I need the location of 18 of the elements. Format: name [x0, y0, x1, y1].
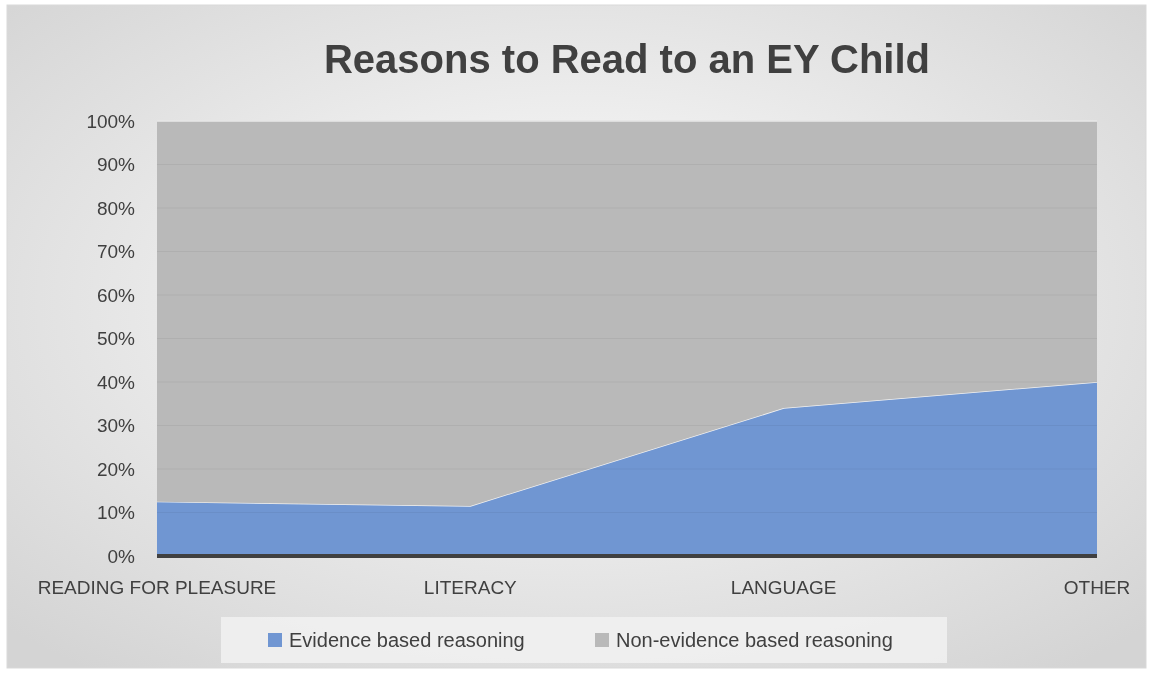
- y-tick-label: 10%: [96, 502, 136, 524]
- y-tick-label: 80%: [96, 197, 136, 219]
- y-tick-label: 100%: [86, 110, 136, 132]
- legend-label: Evidence based reasoning: [289, 629, 525, 651]
- y-tick-label: 20%: [96, 458, 136, 480]
- y-tick-label: 90%: [96, 154, 136, 176]
- x-tick-label: LANGUAGE: [730, 577, 837, 598]
- x-tick-label: LITERACY: [423, 577, 518, 598]
- legend-label: Non-evidence based reasoning: [616, 629, 893, 651]
- y-tick-label: 30%: [96, 415, 136, 437]
- y-tick-label: 70%: [96, 241, 136, 263]
- x-tick-label: READING FOR PLEASURE: [37, 577, 277, 598]
- x-tick-label: OTHER: [1063, 577, 1131, 598]
- chart-title: Reasons to Read to an EY Child: [323, 37, 931, 81]
- y-tick-label: 50%: [96, 328, 136, 350]
- y-tick-label: 0%: [107, 545, 136, 567]
- y-tick-label: 40%: [96, 371, 136, 393]
- y-tick-label: 60%: [96, 284, 136, 306]
